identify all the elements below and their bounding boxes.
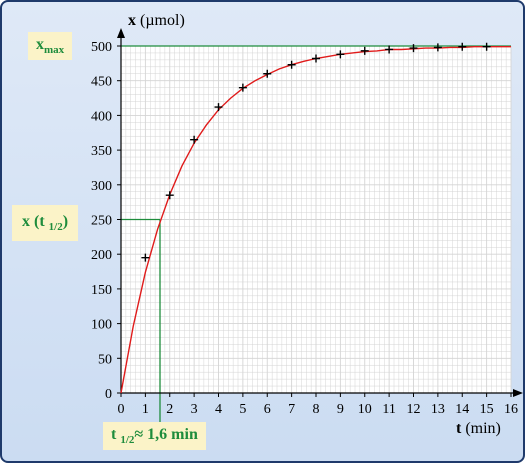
x-tick-label: 9 xyxy=(337,402,344,417)
y-axis-variable: x xyxy=(128,12,136,29)
x-tick-label: 12 xyxy=(407,402,421,417)
data-point xyxy=(482,42,491,51)
data-point xyxy=(409,44,418,53)
y-axis-title: x (µmol) xyxy=(128,12,185,30)
y-tick-label: 500 xyxy=(91,40,112,55)
xmax-annotation: xmax xyxy=(28,32,73,61)
xmax-main: x xyxy=(36,36,44,53)
y-tick-label: 150 xyxy=(91,283,112,298)
data-points xyxy=(141,42,491,262)
data-point xyxy=(385,45,394,54)
data-point xyxy=(263,69,272,78)
data-point xyxy=(165,191,174,200)
y-axis-unit: (µmol) xyxy=(140,12,185,29)
y-tick-label: 350 xyxy=(91,144,112,159)
x-tick-label: 7 xyxy=(288,402,295,417)
y-tick-label: 250 xyxy=(91,214,112,229)
x-half-annotation: x (t 1/2) xyxy=(12,205,79,242)
y-tick-label: 450 xyxy=(91,75,112,90)
y-axis-arrow xyxy=(117,28,125,38)
y-tick-label: 0 xyxy=(105,387,112,402)
x-axis-variable: t xyxy=(456,420,462,437)
axes xyxy=(117,28,523,397)
data-point xyxy=(141,253,150,262)
x-tick-label: 16 xyxy=(504,402,518,417)
t-half-sub: 1/2 xyxy=(120,434,135,447)
data-point xyxy=(190,135,199,144)
x-axis-title: t (min) xyxy=(456,420,501,438)
x-tick-label: 2 xyxy=(166,402,173,417)
x-axis-arrow xyxy=(513,389,523,397)
t-half-main: t xyxy=(111,426,117,443)
x-tick-label: 3 xyxy=(191,402,198,417)
x-tick-label: 11 xyxy=(382,402,395,417)
grid xyxy=(120,45,512,394)
x-tick-label: 13 xyxy=(431,402,445,417)
x-tick-label: 4 xyxy=(215,402,222,417)
x-axis-unit: (min) xyxy=(465,420,501,437)
y-tick-label: 100 xyxy=(91,318,112,333)
y-tick-label: 300 xyxy=(91,179,112,194)
data-point xyxy=(238,83,247,92)
xmax-sub: max xyxy=(44,44,65,57)
data-point xyxy=(287,60,296,69)
data-point xyxy=(336,50,345,59)
data-point xyxy=(214,103,223,112)
x-tick-label: 8 xyxy=(313,402,320,417)
y-tick-label: 50 xyxy=(98,352,112,367)
x-half-main: x (t xyxy=(22,213,45,230)
y-tick-label: 400 xyxy=(91,109,112,124)
x-half-sub: 1/2 xyxy=(48,221,63,234)
data-point xyxy=(360,46,369,55)
x-tick-label: 5 xyxy=(239,402,246,417)
x-tick-label: 14 xyxy=(455,402,469,417)
x-tick-label: 6 xyxy=(264,402,271,417)
x-tick-label: 1 xyxy=(142,402,149,417)
data-point xyxy=(458,42,467,51)
data-point xyxy=(312,54,320,63)
x-half-close: ) xyxy=(62,213,69,230)
data-point xyxy=(433,43,442,52)
x-tick-label: 10 xyxy=(358,402,372,417)
y-tick-label: 200 xyxy=(91,248,112,263)
x-tick-label: 15 xyxy=(480,402,494,417)
x-tick-label: 0 xyxy=(118,402,125,417)
t-half-annotation: t 1/2≈ 1,6 min xyxy=(103,422,206,451)
t-half-rest: ≈ 1,6 min xyxy=(134,426,198,443)
